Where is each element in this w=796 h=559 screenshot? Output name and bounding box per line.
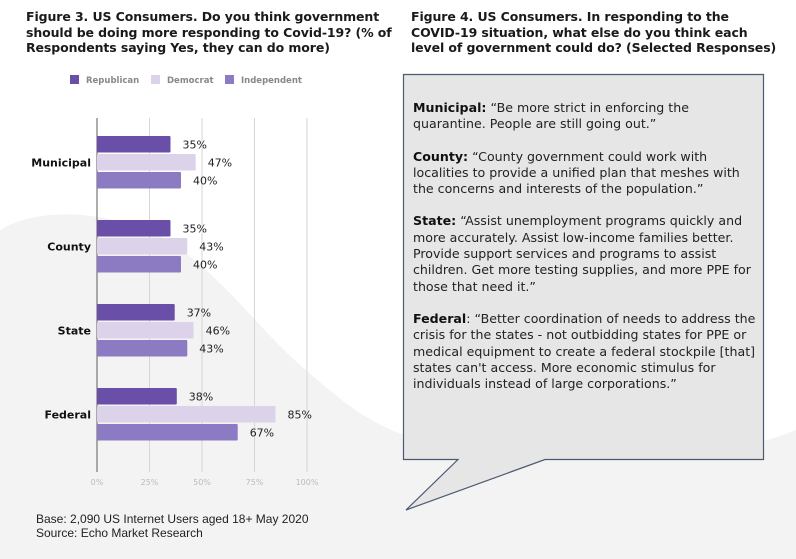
legend-label-democrat: Democrat bbox=[167, 76, 214, 86]
bar-republican bbox=[97, 388, 177, 405]
footnote: Base: 2,090 US Internet Users aged 18+ M… bbox=[36, 512, 309, 540]
x-tick-label: 0% bbox=[91, 478, 104, 487]
response-quote: “Assist unemployment programs quickly an… bbox=[413, 213, 751, 294]
legend-swatch-independent bbox=[225, 75, 234, 84]
value-label: 43% bbox=[199, 240, 223, 253]
x-tick-label: 50% bbox=[193, 478, 211, 487]
response-level: County: bbox=[413, 148, 469, 164]
category-label: Federal bbox=[45, 408, 91, 421]
value-label: 67% bbox=[250, 426, 274, 439]
value-label: 46% bbox=[206, 324, 230, 337]
source-note: Source: Echo Market Research bbox=[36, 526, 203, 540]
bar-democrat bbox=[97, 322, 194, 339]
x-tick-label: 100% bbox=[296, 478, 319, 487]
bar-democrat bbox=[97, 406, 276, 423]
legend-label-republican: Republican bbox=[86, 76, 139, 86]
response-level: Federal bbox=[413, 310, 467, 326]
figure3-title: Figure 3. US Consumers. Do you think gov… bbox=[26, 9, 392, 55]
value-label: 35% bbox=[183, 222, 207, 235]
response-federal: Federal: “Better coordination of needs t… bbox=[413, 311, 758, 392]
bar-republican bbox=[97, 304, 175, 321]
value-label: 40% bbox=[193, 258, 217, 271]
response-level: Municipal: bbox=[413, 100, 487, 115]
bar-republican bbox=[97, 220, 171, 237]
bar-independent bbox=[97, 172, 181, 189]
response-quote: “Be more strict in enforcing the quarant… bbox=[413, 100, 689, 132]
chart-bars bbox=[97, 136, 276, 441]
legend-swatch-democrat bbox=[151, 75, 160, 84]
response-level: State: bbox=[413, 213, 457, 229]
value-label: 85% bbox=[288, 408, 312, 421]
bar-independent bbox=[97, 256, 181, 273]
bar-republican bbox=[97, 136, 171, 153]
value-label: 37% bbox=[187, 306, 211, 319]
response-municipal: Municipal: “Be more strict in enforcing … bbox=[413, 100, 758, 133]
response-quote: : “Better coordination of needs to addre… bbox=[413, 310, 756, 392]
value-label: 43% bbox=[199, 342, 223, 355]
legend-label-independent: Independent bbox=[241, 76, 302, 86]
chart-legend: Republican Democrat Independent bbox=[70, 75, 302, 86]
chart-labels: Municipal35%47%40%County35%43%40%State37… bbox=[31, 138, 312, 439]
category-label: State bbox=[58, 324, 91, 337]
bar-democrat bbox=[97, 238, 188, 255]
x-tick-label: 75% bbox=[246, 478, 264, 487]
bar-independent bbox=[97, 424, 238, 441]
value-label: 47% bbox=[208, 156, 232, 169]
value-label: 40% bbox=[193, 174, 217, 187]
x-tick-label: 25% bbox=[141, 478, 159, 487]
responses-callout: Municipal: “Be more strict in enforcing … bbox=[413, 100, 758, 408]
figure4-title: Figure 4. US Consumers. In responding to… bbox=[411, 9, 777, 55]
response-county: County: “County government could work wi… bbox=[413, 149, 758, 198]
response-state: State: “Assist unemployment programs qui… bbox=[413, 213, 758, 294]
legend-swatch-republican bbox=[70, 75, 79, 84]
category-label: County bbox=[47, 240, 91, 253]
response-quote: “County government could work with local… bbox=[413, 148, 740, 197]
bar-independent bbox=[97, 340, 188, 357]
value-label: 35% bbox=[183, 138, 207, 151]
base-note: Base: 2,090 US Internet Users aged 18+ M… bbox=[36, 512, 309, 526]
bar-democrat bbox=[97, 154, 196, 171]
category-label: Municipal bbox=[31, 156, 91, 169]
value-label: 38% bbox=[189, 390, 213, 403]
